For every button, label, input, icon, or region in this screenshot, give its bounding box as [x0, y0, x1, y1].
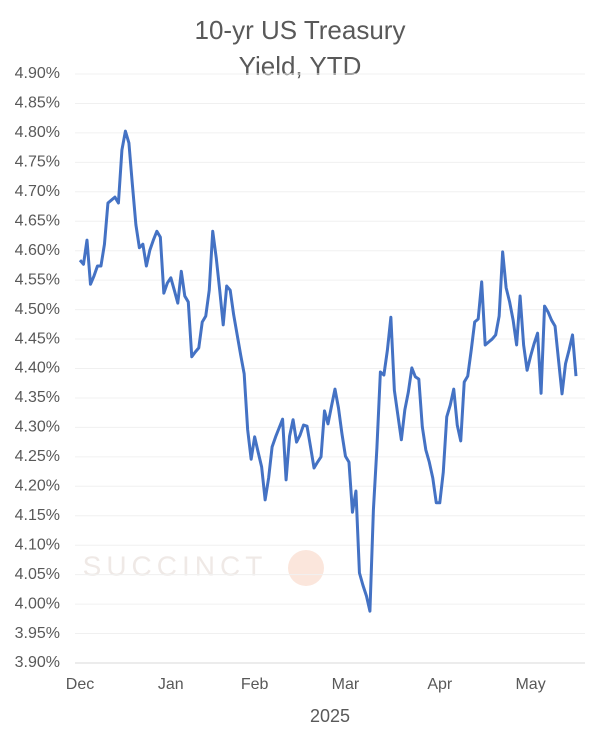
chart-title: 10-yr US Treasury Yield, YTD — [194, 15, 406, 81]
y-tick-label: 3.95% — [15, 625, 60, 642]
x-tick-label: Jan — [158, 676, 184, 693]
y-tick-label: 4.85% — [15, 95, 60, 112]
y-tick-label: 4.55% — [15, 271, 60, 288]
y-tick-label: 4.25% — [15, 448, 60, 465]
y-tick-label: 4.40% — [15, 360, 60, 377]
y-tick-label: 4.30% — [15, 419, 60, 436]
y-tick-label: 4.05% — [15, 566, 60, 583]
x-tick-label: Mar — [332, 676, 360, 693]
y-tick-label: 4.50% — [15, 301, 60, 318]
x-tick-label: Apr — [427, 676, 453, 693]
y-tick-label: 4.80% — [15, 124, 60, 141]
x-tick-label: Feb — [241, 676, 269, 693]
y-tick-label: 4.45% — [15, 330, 60, 347]
y-tick-label: 4.10% — [15, 536, 60, 553]
watermark-logo — [288, 550, 324, 586]
x-tick-label: Dec — [66, 676, 94, 693]
y-tick-label: 4.65% — [15, 212, 60, 229]
y-tick-label: 4.15% — [15, 507, 60, 524]
y-tick-label: 4.60% — [15, 242, 60, 259]
y-tick-label: 4.75% — [15, 154, 60, 171]
y-tick-label: 4.70% — [15, 183, 60, 200]
y-tick-label: 4.00% — [15, 595, 60, 612]
y-tick-label: 4.90% — [15, 65, 60, 82]
x-axis-label: 2025 — [310, 706, 350, 726]
y-tick-label: 4.35% — [15, 389, 60, 406]
x-tick-label: May — [515, 676, 545, 693]
y-tick-label: 4.20% — [15, 478, 60, 495]
line — [78, 129, 578, 613]
watermark: SUCCINCT — [83, 550, 268, 581]
y-tick-label: 3.90% — [15, 654, 60, 671]
